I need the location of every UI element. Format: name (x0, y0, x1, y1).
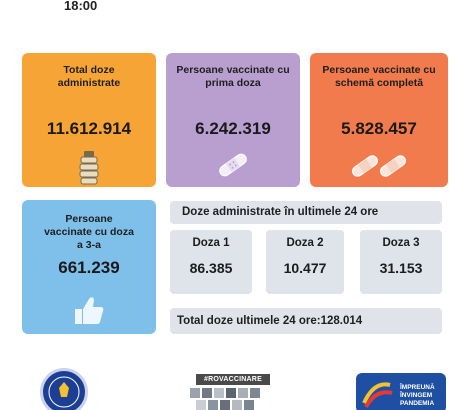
third-dose-label: Persoane vaccinate cu doza a 3-a (44, 213, 134, 251)
first-dose-card: Persoane vaccinate cu prima doza 6.242.3… (166, 53, 300, 187)
campaign-tag: #ROVACCINARE (196, 374, 270, 385)
vial-stack-icon (79, 151, 99, 185)
impreuna-invingem-logo: ÎMPREUNĂ ÎNVINGEM PANDEMIA (356, 373, 446, 410)
government-logo (40, 368, 88, 410)
dose-1-value: 86.385 (189, 260, 233, 276)
partner-text: ÎMPREUNĂ ÎNVINGEM PANDEMIA (400, 384, 435, 407)
dose-2-box: Doza 2 10.477 (266, 230, 344, 294)
dose-1-label: Doza 1 (192, 237, 230, 249)
rovaccinare-logo: #ROVACCINARE (188, 374, 270, 410)
total-doses-card: Total doze administrate 11.612.914 (22, 53, 156, 187)
total-doses-value: 11.612.914 (46, 119, 132, 138)
last-24h-total: Total doze ultimele 24 ore:128.014 (170, 308, 442, 334)
dose-3-value: 31.153 (379, 260, 423, 276)
full-scheme-value: 5.828.457 (341, 119, 417, 138)
report-time: 18:00 (64, 0, 98, 13)
dose-3-label: Doza 3 (382, 237, 420, 249)
dose-2-value: 10.477 (283, 260, 327, 276)
last-24h-header: Doze administrate în ultimele 24 ore (170, 201, 442, 224)
first-dose-value: 6.242.319 (195, 119, 271, 138)
dose-3-box: Doza 3 31.153 (360, 230, 442, 294)
total-doses-label: Total doze administrate (57, 64, 121, 89)
third-dose-value: 661.239 (58, 258, 120, 277)
bandage-icon (219, 153, 247, 177)
partner-emblem-icon (362, 382, 393, 409)
thumbs-up-icon (75, 297, 104, 324)
full-scheme-label: Persoane vaccinate cu schemă completă (322, 64, 436, 89)
full-scheme-card: Persoane vaccinate cu schemă completă 5.… (310, 53, 448, 187)
double-bandage-icon (352, 155, 406, 177)
third-dose-card: Persoane vaccinate cu doza a 3-a 661.239 (22, 200, 156, 334)
first-dose-label: Persoane vaccinate cu prima doza (176, 64, 290, 89)
dose-2-label: Doza 2 (286, 237, 324, 249)
dose-1-box: Doza 1 86.385 (170, 230, 252, 294)
puzzle-pattern-icon (190, 388, 260, 410)
